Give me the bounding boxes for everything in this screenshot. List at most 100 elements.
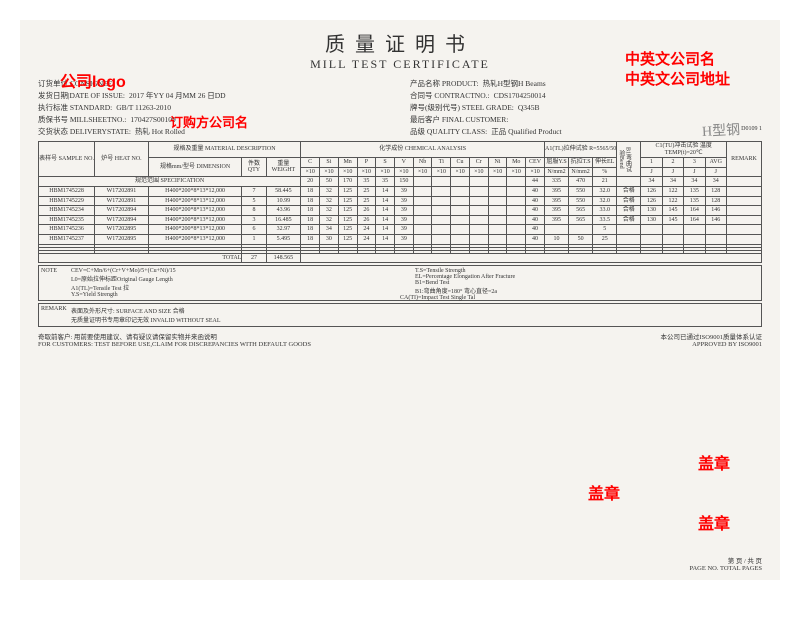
cell [727, 206, 762, 216]
cell [469, 215, 488, 225]
footer: 奇取前客户: 用前要使用建议、请有疑议请保留实物并来函说明 FOR CUSTOM… [38, 331, 762, 348]
cell [432, 234, 451, 244]
standard-value: GB/T 11263-2010 [116, 103, 171, 112]
cell: 39 [394, 196, 413, 206]
cell: 21 [593, 177, 617, 187]
cell: 125 [338, 234, 357, 244]
hdr-imp-3: 3 [684, 158, 705, 168]
total-rest [301, 253, 762, 263]
cell: 6 [242, 225, 266, 235]
hdr-mult: ×10 [488, 167, 507, 177]
cell: 24 [357, 225, 376, 235]
hdr-imp-unit: J [684, 167, 705, 177]
cell [727, 234, 762, 244]
remark-block: REMARK 表面及外形尺寸: SURFACE AND SIZE 合格 无质量证… [38, 303, 762, 327]
cell: 126 [641, 186, 662, 196]
cell: W17202894 [95, 206, 149, 216]
hdr-remark: REMARK [727, 142, 762, 177]
hdr-mult: ×10 [394, 167, 413, 177]
cell: 565 [569, 206, 593, 216]
cell: 32 [320, 196, 339, 206]
cell: 14 [376, 225, 395, 235]
company-annotation: 中英文公司名 中英文公司地址 [625, 50, 730, 90]
cell: H400*200*8*13*12,000 [148, 215, 242, 225]
cell: 32 [320, 186, 339, 196]
hdr-chem-v: V [394, 158, 413, 168]
hdr-chem-cev: CEV [526, 158, 545, 168]
cell [488, 206, 507, 216]
cell [469, 206, 488, 216]
cell: 32 [320, 215, 339, 225]
cell: 122 [662, 196, 683, 206]
cell [488, 177, 507, 187]
hdr-mult: ×10 [320, 167, 339, 177]
millsheet-value: 170427S00109 [130, 115, 175, 124]
cell: 合格 [617, 196, 641, 206]
cell: W17202891 [95, 186, 149, 196]
cell: 130 [641, 215, 662, 225]
hdr-mult: ×10 [526, 167, 545, 177]
cell: 128 [705, 186, 726, 196]
cell: HBM1745237 [39, 234, 95, 244]
cell: 395 [544, 196, 568, 206]
cell: 25 [593, 234, 617, 244]
cell: 33.0 [593, 206, 617, 216]
cell: 26 [357, 215, 376, 225]
cell: 32.0 [593, 186, 617, 196]
cell: 合格 [617, 186, 641, 196]
cell: 170 [338, 177, 357, 187]
hdr-tens-el: 伸长EL [593, 158, 617, 168]
remark-surf1: 表面及外形尺寸: SURFACE AND SIZE 合格 [71, 306, 759, 315]
cell [432, 186, 451, 196]
hdr-chem-cu: Cu [451, 158, 470, 168]
hdr-chemical: 化学成份 CHEMICAL ANALYSIS [301, 142, 545, 158]
cell [413, 234, 432, 244]
footer-left-en: FOR CUSTOMERS: TEST BEFORE USE,CLAIM FOR… [38, 341, 311, 348]
table-row: HBM1745236W17202895H400*200*8*13*12,0006… [39, 225, 762, 235]
cell: HBM1745234 [39, 206, 95, 216]
hdr-chem-mo: Mo [507, 158, 526, 168]
cell: 128 [705, 196, 726, 206]
cell: 32.0 [593, 196, 617, 206]
cell: 14 [376, 215, 395, 225]
millsheet-label: 质保书号 MILLSHEETNO.: [38, 114, 126, 125]
hdr-impact: C1(TU)冲击试验 温度TEMP(t)=20℃ [641, 142, 727, 158]
cell: W17202895 [95, 225, 149, 235]
product-label: 产品名称 PRODUCT: [410, 78, 479, 89]
hdr-chem-p: P [357, 158, 376, 168]
cell: H400*200*8*13*12,000 [148, 196, 242, 206]
table-row: HBM1745237W17202895H400*200*8*13*12,0001… [39, 234, 762, 244]
cell: 20 [301, 177, 320, 187]
footer-left: 奇取前客户: 用前要使用建议、请有疑议请保留实物并来函说明 FOR CUSTOM… [38, 331, 311, 348]
cell [488, 215, 507, 225]
remark-body: 表面及外形尺寸: SURFACE AND SIZE 合格 无质量证明书专用章印记… [71, 306, 759, 324]
cell: 10.99 [266, 196, 301, 206]
cell: 146 [705, 215, 726, 225]
cell: 18 [301, 206, 320, 216]
cell [413, 177, 432, 187]
cell: 50 [569, 234, 593, 244]
cell: 40 [526, 225, 545, 235]
cell: HBM1745236 [39, 225, 95, 235]
stamp-annotation-2: 盖章 [698, 450, 730, 474]
table-row: HBM1745234W17202894H400*200*8*13*12,0008… [39, 206, 762, 216]
cell [451, 186, 470, 196]
note-ca: CA(TI)=Impact Test Single Tal [400, 295, 475, 301]
cell: 7 [242, 186, 266, 196]
cell: H400*200*8*13*12,000 [148, 206, 242, 216]
page-en: PAGE NO. TOTAL PAGES [689, 565, 762, 572]
cell [617, 177, 641, 187]
cell: 395 [544, 186, 568, 196]
cell: 25 [357, 196, 376, 206]
hdr-qty: 件数 QTY [242, 158, 266, 177]
footer-right: 本公司已通过ISO9001质量体系认证 APPROVED BY ISO9001 [661, 331, 762, 348]
cell [451, 177, 470, 187]
cell: 148.565 [266, 253, 301, 263]
hdr-material: 规格及重量 MATERIAL DESCRIPTION [148, 142, 301, 158]
cell [432, 177, 451, 187]
cell: 40 [526, 206, 545, 216]
total-row: TOTAL27148.565 [39, 253, 762, 263]
cell: 44 [526, 177, 545, 187]
table-row: HBM1745228W17202891H400*200*8*13*12,0007… [39, 186, 762, 196]
cell: 35 [357, 177, 376, 187]
